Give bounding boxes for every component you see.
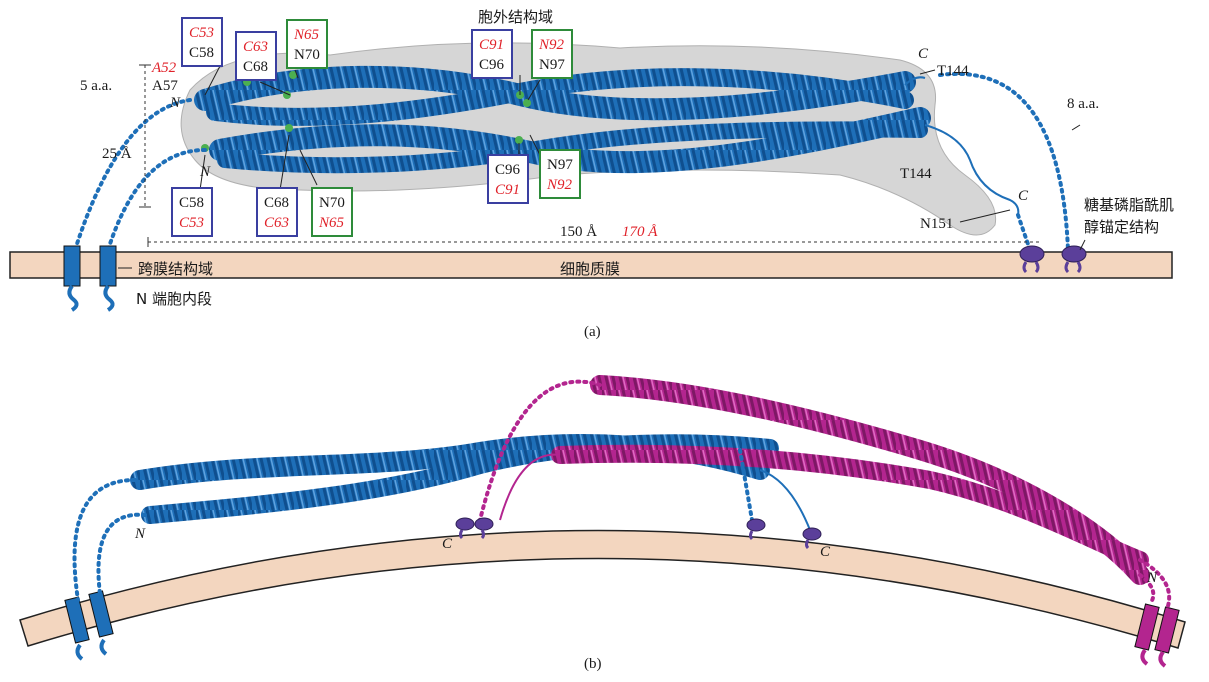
helix-b-blue-2 [141,434,779,524]
gpi-b-2 [746,518,766,541]
label-n151: N151 [920,216,953,232]
label-t144-top: T144 [937,63,969,79]
label-n-top: N [169,95,181,111]
label-8aa: 8 a.a. [1067,96,1099,112]
panel-a: 胞外结构域 5 a.a. 8 a.a. 25 Å A52 A57 N N C C… [9,8,1174,340]
svg-text:C63: C63 [264,215,289,231]
svg-text:C53: C53 [179,215,204,231]
linker-5aa-1 [73,98,192,252]
svg-text:C96: C96 [495,162,521,178]
svg-text:N97: N97 [547,157,573,173]
svg-text:N92: N92 [546,177,573,193]
svg-text:C96: C96 [479,57,505,73]
svg-text:C68: C68 [243,59,268,75]
linker-b-mag-3 [1138,573,1156,606]
svg-text:C68: C68 [264,195,289,211]
label-gpi-1: 糖基磷脂酰肌 [1084,196,1174,214]
residue-box-bot-3: N70 N65 [311,187,353,237]
gpi-b-1 [455,517,494,540]
svg-text:N65: N65 [293,27,320,43]
label-170a: 170 Å [622,224,658,240]
svg-text:N70: N70 [294,47,320,63]
helix-lower-2 [217,121,928,174]
label-b-n-right: N [1146,570,1158,586]
label-gpi-2: 醇锚定结构 [1084,218,1159,236]
tm-tail-2 [103,284,115,312]
tm-b-tail-1 [75,643,84,661]
tm-domain-2 [99,245,117,287]
label-a52: A52 [151,60,177,76]
tm-b-tail-2 [99,638,108,656]
svg-text:N70: N70 [319,195,345,211]
tm-b-left-2 [88,590,114,638]
svg-text:C91: C91 [495,182,520,198]
svg-text:C53: C53 [189,25,214,41]
linker-b-mag-1 [478,379,602,522]
c-term-coil [904,76,1020,216]
linker-b-blue-3 [759,469,811,531]
label-b-c-right: C [820,544,831,560]
tm-domain-1 [63,245,81,287]
tm-b-left-1 [64,596,90,644]
label-5aa: 5 a.a. [80,78,112,94]
residue-box-top-1: C53 C58 [181,17,223,67]
residue-box-top-2: C63 C68 [235,31,277,81]
linker-c-bot [1016,213,1032,252]
svg-text:N65: N65 [318,215,345,231]
linker-8aa [938,71,1070,252]
caption-a: (a) [584,324,601,340]
svg-text:N92: N92 [538,37,565,53]
svg-text:C58: C58 [189,45,214,61]
linker-b-mag-2 [499,453,561,521]
svg-text:C63: C63 [243,39,268,55]
residue-box-bot-5: N97 N92 [539,149,581,199]
label-n-bot: N [199,164,211,180]
label-nterm: N 端胞内段 [136,290,212,308]
residue-box-bot-4: C96 C91 [487,154,529,204]
label-b-c-mid: C [442,536,453,552]
label-150a: 150 Å [560,224,597,240]
tm-tail-1 [67,284,79,312]
caption-b: (b) [584,656,602,672]
label-membrane: 细胞质膜 [560,260,620,278]
svg-text:N97: N97 [539,57,565,73]
residue-box-top-3: N65 N70 [286,19,328,69]
svg-text:C58: C58 [179,195,204,211]
label-c-bot: C [1018,188,1029,204]
panel-b: N C C N (b) [19,375,1186,672]
linker-b-mag-4 [1138,558,1172,608]
tm-b-tail-4 [1158,650,1167,668]
curved-membrane [19,529,1186,649]
linker-b-blue-2 [96,512,147,596]
label-b-n-left: N [134,526,146,542]
helix-b-mag-2 [551,444,1149,569]
plasma-membrane [9,251,1173,279]
label-tm: 跨膜结构域 [138,260,213,278]
linker-5aa-2 [106,148,207,252]
label-a57: A57 [152,78,178,94]
tm-b-tail-3 [1140,648,1149,666]
label-c-top: C [918,46,929,62]
residue-box-bot-2: C68 C63 [256,187,298,237]
label-t144-bot: T144 [900,166,932,182]
label-ecd: 胞外结构域 [478,8,553,26]
gpi-anchor-1 [1019,245,1045,274]
residue-box-top-4: C91 C96 [471,29,513,79]
residue-box-top-5: N92 N97 [531,29,573,79]
tm-b-right-1 [1134,603,1160,651]
linker-b-blue-4 [738,448,754,522]
gpi-b-3 [802,527,822,550]
label-25a: 25 Å [102,146,132,162]
svg-text:C91: C91 [479,37,504,53]
residue-box-bot-1: C58 C53 [171,187,213,237]
linker-b-blue-1 [72,478,137,602]
